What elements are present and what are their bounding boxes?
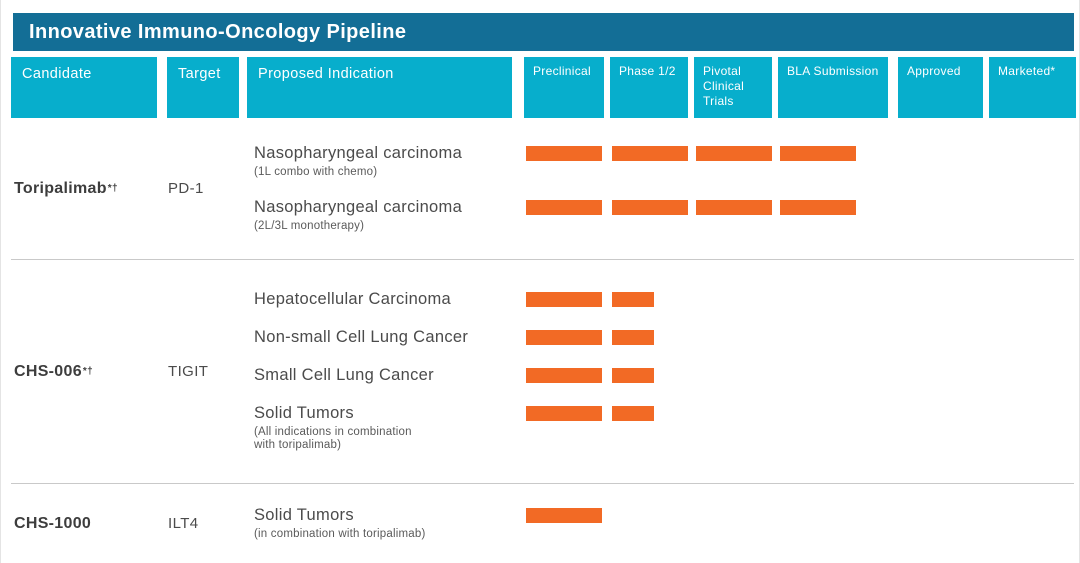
phase-progress-bar bbox=[526, 406, 602, 421]
indication-title: Solid Tumors bbox=[254, 505, 354, 524]
phase-progress-bar bbox=[612, 368, 654, 383]
target-name: TIGIT bbox=[168, 363, 209, 380]
indication-line: Small Cell Lung Cancer bbox=[254, 367, 1074, 385]
column-header-phase: Phase 1/2 bbox=[610, 57, 688, 118]
indication-row: Hepatocellular Carcinoma bbox=[254, 291, 1074, 309]
indication-title: Hepatocellular Carcinoma bbox=[254, 290, 452, 308]
indication-note: (1L combo with chemo) bbox=[254, 165, 378, 178]
column-header-target: Target bbox=[167, 57, 239, 118]
indication-row: Solid Tumors (All indications in combinat… bbox=[254, 405, 1074, 452]
candidate-name-text: Toripalimab bbox=[14, 179, 107, 197]
phase-progress-bar bbox=[612, 330, 654, 345]
phase-progress-bar bbox=[526, 507, 602, 523]
phase-progress-bar bbox=[780, 199, 856, 215]
column-header-phase: Pivotal Clinical Trials bbox=[694, 57, 772, 118]
pipeline-title-bar: Innovative Immuno-Oncology Pipeline bbox=[13, 13, 1074, 51]
candidate-group: CHS-1000 ILT4 Solid Tumors (in combination … bbox=[11, 483, 1074, 563]
candidate-name-text: CHS-006 bbox=[14, 362, 82, 380]
column-header-phase: BLA Submission bbox=[778, 57, 888, 118]
phase-progress-bar bbox=[696, 199, 772, 215]
indication-row: Solid Tumors (in combination with toripal… bbox=[254, 505, 1074, 541]
phase-progress-bar bbox=[526, 368, 602, 383]
candidate-name-text: CHS-1000 bbox=[14, 514, 92, 532]
target-name: ILT4 bbox=[168, 515, 199, 532]
indication-line: Solid Tumors bbox=[254, 505, 1074, 525]
indication-rows: Nasopharyngeal carcinoma (1L combo with c… bbox=[254, 118, 1074, 259]
phase-progress-bar bbox=[526, 145, 602, 161]
indication-rows: Hepatocellular Carcinoma Non-small Cell L… bbox=[254, 260, 1074, 483]
indication-rows: Solid Tumors (in combination with toripal… bbox=[254, 484, 1074, 563]
indication-title: Solid Tumors bbox=[254, 404, 354, 422]
indication-row: Nasopharyngeal carcinoma (2L/3L monothera… bbox=[254, 197, 1074, 233]
phase-progress-bar bbox=[612, 145, 688, 161]
indication-note: (All indications in combination with tor… bbox=[254, 426, 412, 451]
indication-title: Small Cell Lung Cancer bbox=[254, 366, 434, 384]
candidate-name: CHS-1000 bbox=[14, 484, 91, 563]
column-header-indication: Proposed Indication bbox=[247, 57, 512, 118]
indication-line: Non-small Cell Lung Cancer bbox=[254, 329, 1074, 347]
candidate-name: Toripalimab *† bbox=[14, 179, 118, 197]
pipeline-title: Innovative Immuno-Oncology Pipeline bbox=[29, 20, 407, 43]
indication-title: Non-small Cell Lung Cancer bbox=[254, 328, 469, 346]
indication-title: Nasopharyngeal carcinoma bbox=[254, 197, 463, 216]
phase-progress-bar bbox=[612, 406, 654, 421]
indication-row: Non-small Cell Lung Cancer bbox=[254, 329, 1074, 347]
phase-progress-bar bbox=[696, 145, 772, 161]
indication-row: Nasopharyngeal carcinoma (1L combo with c… bbox=[254, 143, 1074, 179]
indication-line: Solid Tumors bbox=[254, 405, 1074, 423]
indication-note: (2L/3L monotherapy) bbox=[254, 219, 365, 232]
indication-note: (in combination with toripalimab) bbox=[254, 527, 426, 540]
indication-line: Nasopharyngeal carcinoma bbox=[254, 143, 1074, 163]
column-header-candidate: Candidate bbox=[11, 57, 157, 118]
candidate-group: Toripalimab *† PD-1 Nasopharyngeal carcinom… bbox=[11, 118, 1074, 259]
phase-progress-bar bbox=[526, 199, 602, 215]
indication-row: Small Cell Lung Cancer bbox=[254, 367, 1074, 385]
phase-progress-bar bbox=[526, 330, 602, 345]
target-name: PD-1 bbox=[168, 180, 204, 197]
candidate-name: CHS-006 *† bbox=[14, 362, 93, 380]
column-header-phase: Marketed* bbox=[989, 57, 1076, 118]
phase-progress-bar bbox=[612, 199, 688, 215]
indication-title: Nasopharyngeal carcinoma bbox=[254, 143, 463, 162]
column-header-phase: Preclinical bbox=[524, 57, 604, 118]
indication-line: Nasopharyngeal carcinoma bbox=[254, 197, 1074, 217]
column-header-phase: Approved bbox=[898, 57, 983, 118]
indication-line: Hepatocellular Carcinoma bbox=[254, 291, 1074, 309]
phase-progress-bar bbox=[526, 292, 602, 307]
phase-progress-bar bbox=[612, 292, 654, 307]
phase-progress-bar bbox=[780, 145, 856, 161]
candidate-group: CHS-006 *† TIGIT Hepatocellular Carcinoma No… bbox=[11, 259, 1074, 483]
